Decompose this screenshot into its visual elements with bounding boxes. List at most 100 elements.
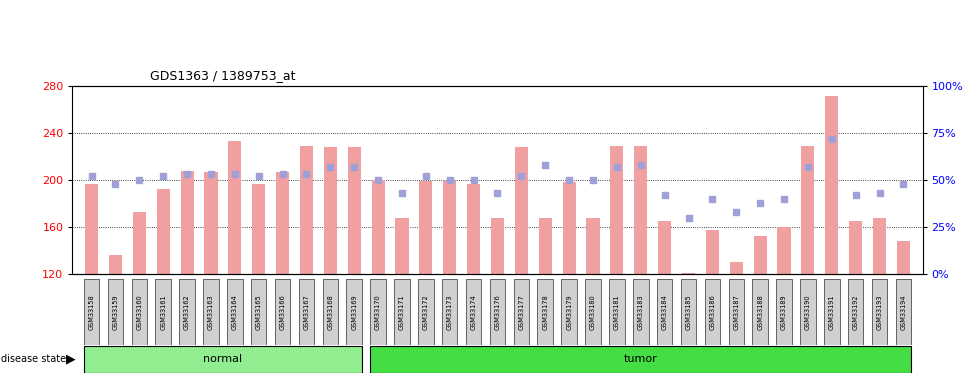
Text: GSM33178: GSM33178: [542, 294, 549, 330]
Bar: [585, 279, 601, 345]
Bar: [848, 279, 864, 345]
Text: GSM33166: GSM33166: [279, 294, 286, 330]
Bar: [298, 279, 314, 345]
Bar: [706, 230, 719, 274]
Bar: [274, 279, 291, 345]
Text: GSM33165: GSM33165: [256, 294, 262, 330]
Bar: [348, 147, 360, 274]
Bar: [825, 96, 838, 274]
Bar: [442, 279, 458, 345]
Text: GSM33188: GSM33188: [757, 294, 763, 330]
Bar: [467, 183, 480, 274]
Text: GSM33176: GSM33176: [495, 294, 500, 330]
Bar: [419, 181, 433, 274]
Bar: [515, 147, 528, 274]
Bar: [635, 146, 647, 274]
Bar: [896, 241, 910, 274]
Bar: [347, 279, 362, 345]
Bar: [610, 279, 625, 345]
Bar: [252, 183, 266, 274]
Bar: [871, 279, 888, 345]
Bar: [491, 217, 504, 274]
Bar: [276, 172, 289, 274]
Bar: [156, 189, 170, 274]
Text: GSM33162: GSM33162: [185, 294, 190, 330]
Bar: [802, 146, 814, 274]
Text: GSM33159: GSM33159: [112, 294, 119, 330]
Text: GSM33170: GSM33170: [375, 294, 382, 330]
Bar: [561, 279, 577, 345]
Text: GSM33184: GSM33184: [662, 294, 668, 330]
Text: GSM33169: GSM33169: [352, 294, 357, 330]
Text: GSM33179: GSM33179: [566, 294, 572, 330]
Bar: [84, 346, 362, 373]
Text: GSM33190: GSM33190: [805, 294, 810, 330]
Text: ▶: ▶: [66, 352, 75, 366]
Bar: [800, 279, 815, 345]
Text: GSM33180: GSM33180: [590, 294, 596, 330]
Text: GSM33183: GSM33183: [638, 294, 643, 330]
Text: GSM33187: GSM33187: [733, 294, 739, 330]
Text: GSM33171: GSM33171: [399, 294, 405, 330]
Bar: [203, 279, 218, 345]
Bar: [84, 279, 99, 345]
Text: normal: normal: [203, 354, 242, 364]
Bar: [539, 217, 552, 274]
Bar: [658, 221, 671, 274]
Bar: [109, 255, 122, 274]
Bar: [251, 279, 267, 345]
Bar: [753, 236, 767, 274]
Bar: [324, 147, 337, 274]
Bar: [586, 217, 600, 274]
Bar: [418, 279, 434, 345]
Bar: [728, 279, 744, 345]
Bar: [537, 279, 553, 345]
Bar: [180, 279, 195, 345]
Text: GSM33174: GSM33174: [470, 294, 476, 330]
Text: GSM33173: GSM33173: [446, 294, 453, 330]
Bar: [777, 279, 792, 345]
Bar: [514, 279, 529, 345]
Bar: [681, 279, 696, 345]
Text: GSM33181: GSM33181: [613, 294, 620, 330]
Text: GSM33160: GSM33160: [136, 294, 142, 330]
Bar: [132, 211, 146, 274]
Text: GSM33172: GSM33172: [423, 294, 429, 330]
Bar: [849, 221, 863, 274]
Bar: [443, 181, 456, 274]
Bar: [490, 279, 505, 345]
Bar: [633, 279, 648, 345]
Bar: [729, 262, 743, 274]
Bar: [205, 172, 217, 274]
Bar: [657, 279, 672, 345]
Bar: [85, 183, 99, 274]
Bar: [372, 180, 384, 274]
Text: GSM33161: GSM33161: [160, 294, 166, 330]
Bar: [682, 273, 696, 274]
Text: GSM33163: GSM33163: [208, 294, 213, 330]
Text: GSM33158: GSM33158: [89, 294, 95, 330]
Bar: [611, 146, 623, 274]
Bar: [466, 279, 481, 345]
Bar: [131, 279, 147, 345]
Text: tumor: tumor: [624, 354, 658, 364]
Text: GSM33164: GSM33164: [232, 294, 238, 330]
Text: GSM33185: GSM33185: [686, 294, 692, 330]
Text: GSM33168: GSM33168: [327, 294, 333, 330]
Bar: [394, 279, 410, 345]
Bar: [370, 346, 911, 373]
Bar: [895, 279, 911, 345]
Bar: [227, 279, 242, 345]
Text: GSM33192: GSM33192: [853, 294, 859, 330]
Text: disease state: disease state: [1, 354, 66, 364]
Text: GDS1363 / 1389753_at: GDS1363 / 1389753_at: [150, 69, 296, 82]
Bar: [824, 279, 839, 345]
Text: GSM33193: GSM33193: [876, 294, 883, 330]
Text: GSM33191: GSM33191: [829, 294, 835, 330]
Bar: [323, 279, 338, 345]
Bar: [107, 279, 124, 345]
Text: GSM33186: GSM33186: [709, 294, 716, 330]
Bar: [228, 141, 242, 274]
Bar: [873, 217, 886, 274]
Text: GSM33194: GSM33194: [900, 294, 906, 330]
